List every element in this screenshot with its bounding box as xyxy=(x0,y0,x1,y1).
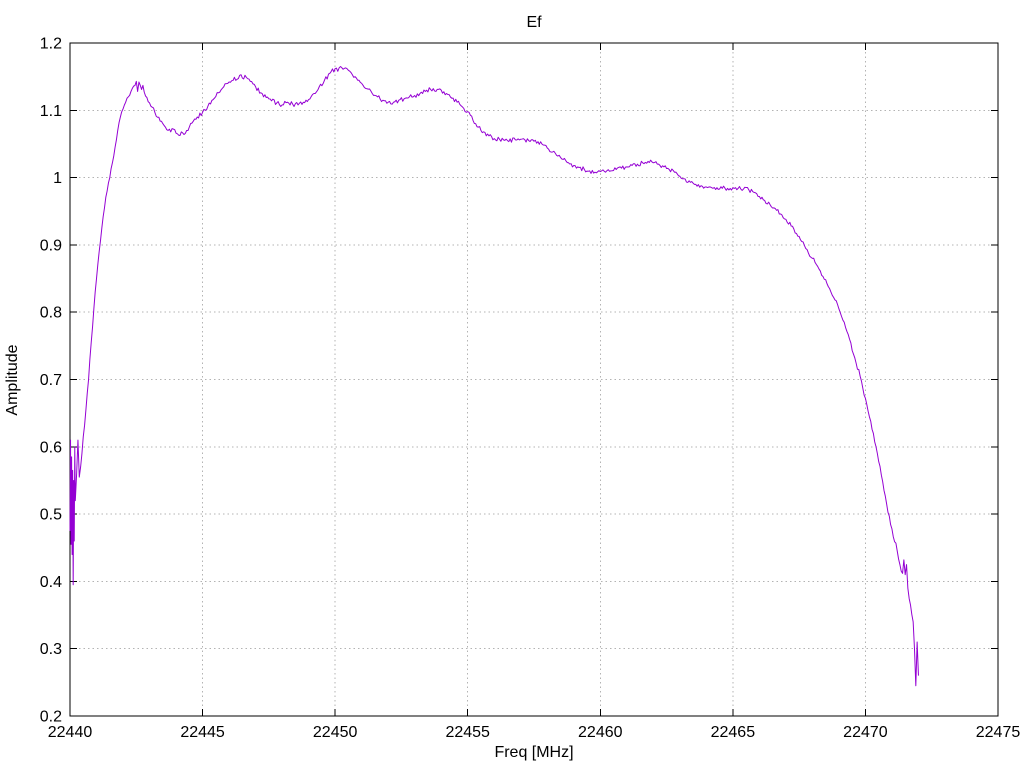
y-tick-label: 0.7 xyxy=(40,372,62,389)
axes xyxy=(69,42,999,717)
x-tick-label: 22445 xyxy=(180,724,225,741)
x-tick-label: 22440 xyxy=(48,724,93,741)
y-tick-label: 0.2 xyxy=(40,709,62,726)
y-axis-label: Amplitude xyxy=(4,344,21,415)
y-tick-label: 0.3 xyxy=(40,641,62,658)
grid-lines xyxy=(70,43,998,716)
x-tick-label: 22460 xyxy=(578,724,623,741)
x-tick-label: 22465 xyxy=(711,724,756,741)
x-tick-label: 22475 xyxy=(976,724,1021,741)
tick-labels: 22440 22445 22450 22455 22460 22465 22470 22475… xyxy=(40,36,1021,742)
data-series xyxy=(69,66,919,687)
x-axis-label: Freq [MHz] xyxy=(494,744,573,761)
y-tick-label: 1 xyxy=(53,170,62,187)
y-tick-label: 0.4 xyxy=(40,574,62,591)
y-tick-label: 1.1 xyxy=(40,103,62,120)
x-tick-label: 22450 xyxy=(313,724,358,741)
y-tick-label: 1.2 xyxy=(40,36,62,53)
chart-title: Ef xyxy=(526,14,542,31)
y-tick-label: 0.9 xyxy=(40,237,62,254)
x-tick-label: 22455 xyxy=(445,724,490,741)
series-line-ef xyxy=(69,66,919,687)
y-tick-label: 0.6 xyxy=(40,439,62,456)
y-tick-label: 0.5 xyxy=(40,507,62,524)
x-tick-label: 22470 xyxy=(843,724,888,741)
y-tick-label: 0.8 xyxy=(40,305,62,322)
